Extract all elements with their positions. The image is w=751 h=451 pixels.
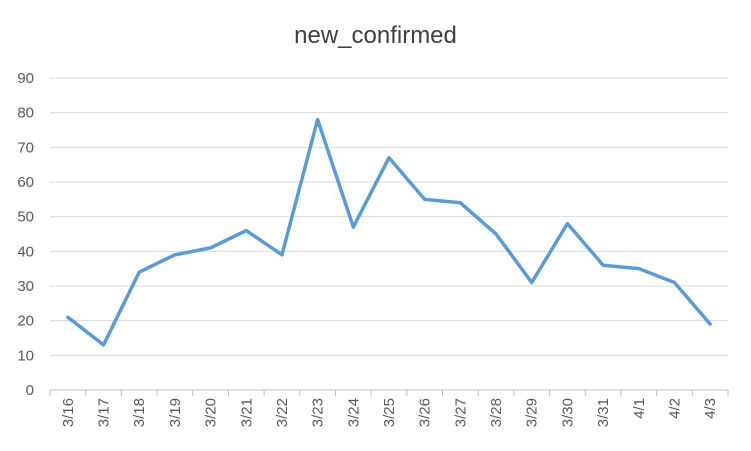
x-tick-label-3-19: 3/19: [167, 398, 184, 427]
data-point-3-25: [388, 156, 391, 159]
chart-title: new_confirmed: [294, 22, 457, 49]
series-line-0: [66, 117, 712, 347]
x-tick-label-3-23: 3/23: [310, 398, 327, 427]
data-point-3-24: [352, 226, 355, 229]
x-tick-label-3-20: 3/20: [203, 398, 220, 427]
data-point-3-31: [602, 264, 605, 267]
x-tick-label-3-27: 3/27: [452, 398, 469, 427]
x-tick-label-3-22: 3/22: [274, 398, 291, 427]
x-tick-label-3-30: 3/30: [559, 398, 576, 427]
x-tick-label-3-21: 3/21: [238, 398, 255, 427]
y-tick-label-80: 80: [17, 105, 34, 122]
data-point-3-17: [102, 343, 105, 346]
y-tick-label-0: 0: [26, 382, 34, 399]
x-tick-label-3-31: 3/31: [595, 398, 612, 427]
y-tick-label-40: 40: [17, 243, 34, 260]
data-point-3-30: [566, 222, 569, 225]
data-point-3-20: [209, 246, 212, 249]
data-point-3-27: [459, 201, 462, 204]
y-tick-label-50: 50: [17, 209, 34, 226]
x-tick-label-3-26: 3/26: [417, 398, 434, 427]
data-point-3-16: [66, 316, 69, 319]
data-point-4-1: [637, 267, 640, 270]
data-point-3-29: [530, 281, 533, 284]
data-point-3-28: [495, 233, 498, 236]
x-tick-label-3-28: 3/28: [488, 398, 505, 427]
y-tick-label-70: 70: [17, 139, 34, 156]
data-point-3-19: [173, 253, 176, 256]
y-tick-label-90: 90: [17, 70, 34, 87]
x-tick-label-4-1: 4/1: [631, 398, 648, 419]
y-tick-label-60: 60: [17, 174, 34, 191]
x-tick-label-3-18: 3/18: [131, 398, 148, 427]
data-point-3-22: [280, 253, 283, 256]
x-tick-label-3-24: 3/24: [345, 398, 362, 427]
y-tick-label-30: 30: [17, 278, 34, 295]
data-point-3-21: [245, 229, 248, 232]
x-tick-label-4-2: 4/2: [666, 398, 683, 419]
data-point-3-23: [316, 118, 319, 121]
data-point-3-18: [138, 271, 141, 274]
data-point-4-2: [673, 281, 676, 284]
data-point-4-3: [709, 323, 712, 326]
x-tick-label-4-3: 4/3: [702, 398, 719, 419]
x-tick-label-3-16: 3/16: [60, 398, 77, 427]
x-tick-label-3-25: 3/25: [381, 398, 398, 427]
x-tick-label-3-29: 3/29: [524, 398, 541, 427]
data-point-3-26: [423, 198, 426, 201]
y-tick-label-20: 20: [17, 313, 34, 330]
y-tick-label-10: 10: [17, 347, 34, 364]
x-tick-label-3-17: 3/17: [96, 398, 113, 427]
